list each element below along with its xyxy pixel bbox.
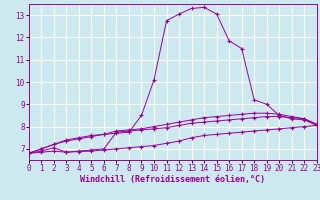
X-axis label: Windchill (Refroidissement éolien,°C): Windchill (Refroidissement éolien,°C) bbox=[80, 175, 265, 184]
